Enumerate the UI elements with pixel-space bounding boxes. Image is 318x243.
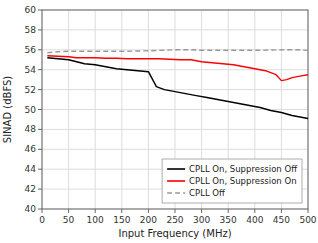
- series-line: [47, 56, 308, 81]
- x-tick: [148, 209, 149, 213]
- y-tick: [38, 29, 42, 30]
- y-tick-label: 48: [25, 124, 37, 134]
- x-tick: [281, 209, 282, 213]
- y-tick-label: 46: [25, 144, 37, 154]
- x-tick-label: 200: [140, 215, 157, 225]
- x-tick: [254, 209, 255, 213]
- y-tick-label: 50: [25, 105, 37, 115]
- y-tick-label: 56: [25, 45, 37, 55]
- y-tick-label: 42: [25, 184, 36, 194]
- y-tick: [38, 149, 42, 150]
- y-tick-label: 40: [25, 204, 37, 214]
- x-axis-label: Input Frequency (MHz): [118, 228, 231, 239]
- y-tick: [38, 109, 42, 110]
- x-tick: [308, 209, 309, 213]
- plot-frame: [42, 10, 308, 209]
- x-tick-label: 0: [39, 215, 45, 225]
- x-tick-label: 300: [193, 215, 210, 225]
- series-lines: [47, 50, 308, 119]
- y-tick: [38, 129, 42, 130]
- series-line: [47, 50, 308, 53]
- x-tick-label: 450: [273, 215, 290, 225]
- x-tick: [175, 209, 176, 213]
- x-tick: [68, 209, 69, 213]
- y-tick-label: 52: [25, 85, 36, 95]
- legend-swatch: [167, 180, 185, 182]
- x-tick: [228, 209, 229, 213]
- y-tick-label: 54: [25, 65, 37, 75]
- x-tick-label: 500: [299, 215, 316, 225]
- y-tick-label: 44: [25, 164, 37, 174]
- x-tick-label: 100: [87, 215, 104, 225]
- x-tick-label: 400: [246, 215, 263, 225]
- y-tick: [38, 69, 42, 70]
- legend-label: CPLL Off: [189, 188, 226, 198]
- legend-swatch: [167, 168, 185, 170]
- legend-label: CPLL On, Suppression On: [189, 176, 296, 186]
- x-tick: [121, 209, 122, 213]
- x-tick: [201, 209, 202, 213]
- x-tick-label: 250: [166, 215, 183, 225]
- axes: 0 50 100 150 200 250 300 350 400 450 500 40 42 44 46 48…: [25, 5, 317, 225]
- y-grid-line: [42, 69, 308, 70]
- y-axis-label: SINAD (dBFS): [2, 76, 13, 144]
- legend: CPLL On, Suppression Off CPLL On, Suppres…: [162, 159, 302, 203]
- x-tick: [42, 209, 43, 213]
- x-tick: [95, 209, 96, 213]
- y-tick: [38, 10, 42, 11]
- x-tick-label: 50: [63, 215, 75, 225]
- y-grid-line: [42, 149, 308, 150]
- y-tick-label: 58: [25, 25, 37, 35]
- y-tick-label: 60: [25, 5, 37, 15]
- legend-label: CPLL On, Suppression Off: [189, 164, 298, 174]
- y-tick: [38, 89, 42, 90]
- y-grid-line: [42, 29, 308, 30]
- background: [0, 0, 318, 243]
- y-grid-line: [42, 129, 308, 130]
- grid: [42, 10, 308, 209]
- y-tick: [38, 209, 42, 210]
- legend-swatch: [167, 192, 185, 194]
- y-grid-line: [42, 89, 308, 90]
- x-tick-label: 150: [113, 215, 130, 225]
- y-tick: [38, 189, 42, 190]
- chart: 0 50 100 150 200 250 300 350 400 450 500 40 42 44 46 48…: [0, 0, 318, 243]
- x-tick-label: 350: [220, 215, 237, 225]
- legend-box: [162, 159, 302, 203]
- y-tick: [38, 49, 42, 50]
- series-line: [47, 58, 308, 119]
- y-tick: [38, 169, 42, 170]
